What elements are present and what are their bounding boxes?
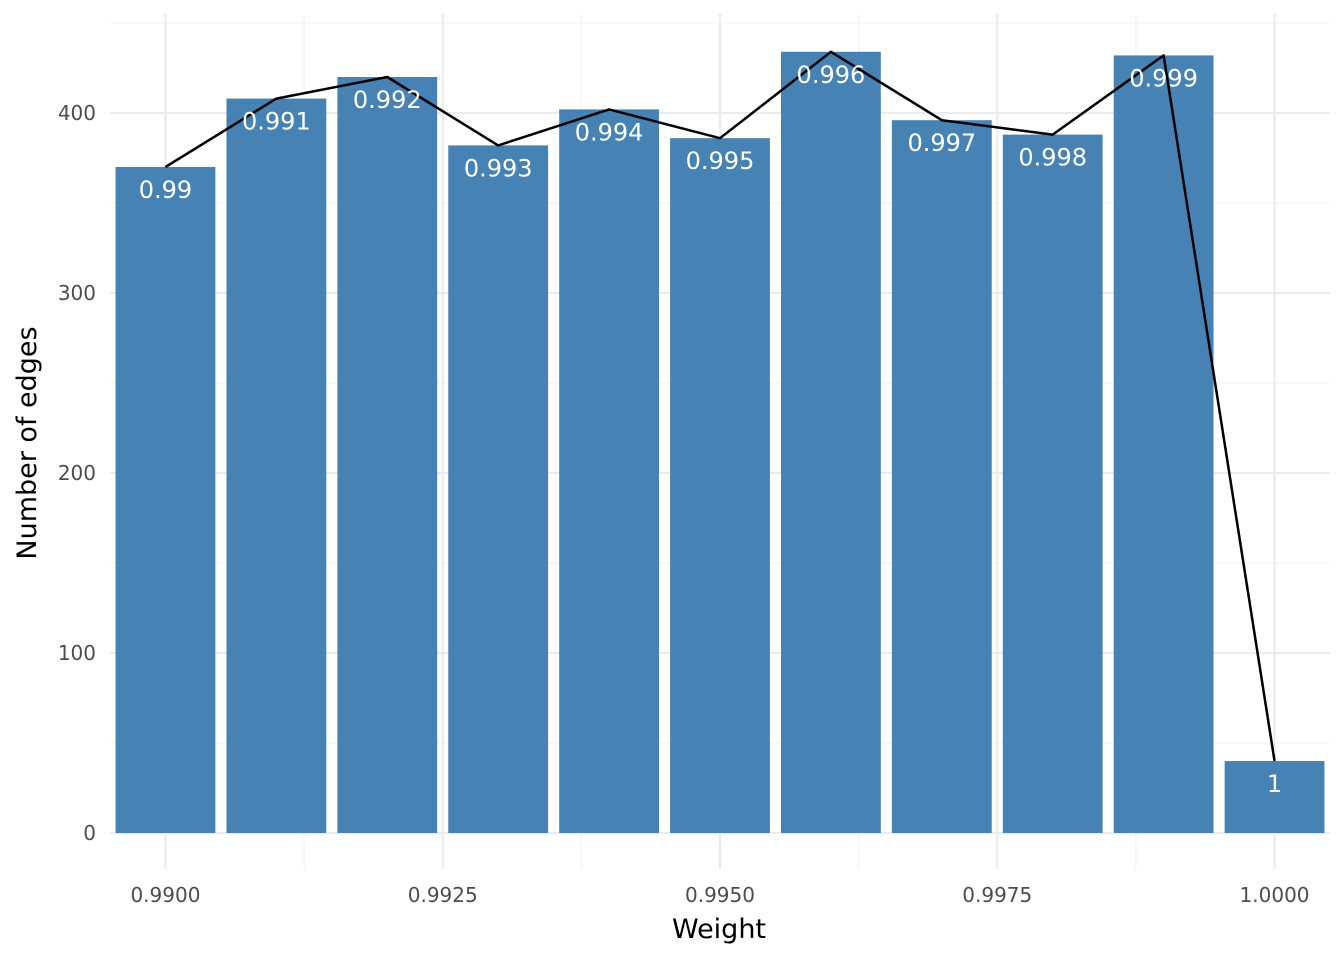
x-tick-label: 0.9900 — [130, 883, 200, 907]
bar — [670, 138, 770, 833]
bar — [891, 120, 992, 833]
y-axis-title: Number of edges — [12, 326, 43, 559]
bar — [559, 109, 659, 833]
bar-labels: 0.99 0.991 0.992 0.993 0.994 0.995 0.996 0.997 0… — [139, 61, 1282, 798]
bar — [337, 77, 438, 833]
line-series — [164, 50, 1276, 762]
bar-label: 0.995 — [686, 147, 755, 175]
bar-label: 0.993 — [464, 154, 533, 182]
bar-label: 0.99 — [139, 176, 192, 204]
bar — [1113, 55, 1214, 833]
y-tick-label: 200 — [58, 461, 96, 485]
bar — [448, 145, 549, 833]
y-tick-label: 0 — [83, 821, 96, 845]
count-line — [164, 50, 1276, 762]
bar — [781, 51, 881, 834]
y-tick-label: 400 — [58, 101, 96, 125]
x-tick-label: 0.9925 — [408, 883, 478, 907]
bar-label: 0.996 — [797, 61, 866, 89]
bar-label: 0.997 — [907, 129, 976, 157]
y-tick-label: 300 — [58, 281, 96, 305]
bar — [115, 167, 216, 833]
bar-label: 0.992 — [353, 86, 422, 114]
bar — [1002, 134, 1103, 834]
bars — [115, 51, 1325, 834]
x-tick-label: 0.9950 — [685, 883, 755, 907]
bar-label: 0.998 — [1018, 144, 1087, 172]
bar-label: 0.999 — [1129, 64, 1198, 92]
bar-label: 0.991 — [242, 108, 311, 136]
bar-label: 1 — [1267, 770, 1282, 798]
bar-label: 0.994 — [575, 118, 644, 146]
x-tick-label: 0.9975 — [962, 883, 1032, 907]
bar — [226, 98, 327, 834]
tick-labels: 0.9900 0.9925 0.9950 0.9975 1.0000 0 100 200 300… — [58, 101, 1310, 907]
bar — [1224, 761, 1325, 833]
x-tick-label: 1.0000 — [1240, 883, 1310, 907]
y-tick-label: 100 — [58, 641, 96, 665]
x-axis-title: Weight — [672, 914, 766, 945]
